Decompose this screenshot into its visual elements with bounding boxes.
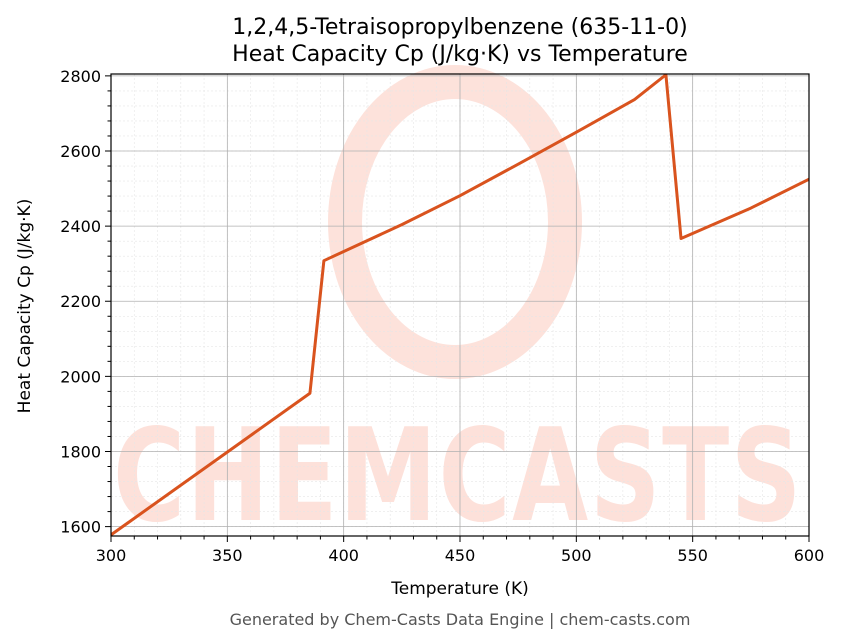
series-layer [111,74,809,536]
x-tick-label: 450 [445,546,476,565]
x-tick-label: 550 [677,546,708,565]
footer-credit: Generated by Chem-Casts Data Engine | ch… [230,610,691,629]
y-axis-label: Heat Capacity Cp (J/kg·K) [15,199,35,414]
x-axis: 300 350 400 450 500 550 600 [96,536,825,565]
x-tick-label: 600 [794,546,825,565]
y-tick-label: 1600 [60,518,101,537]
y-tick-label: 2000 [60,367,101,386]
grid [110,74,810,536]
x-tick-label: 300 [96,546,127,565]
watermark-ring [328,65,582,379]
x-tick-label: 500 [561,546,592,565]
y-tick-label: 2800 [60,67,101,86]
y-tick-label: 2600 [60,142,101,161]
chart-subtitle: Heat Capacity Cp (J/kg·K) vs Temperature [232,42,688,67]
y-tick-label: 2400 [60,217,101,236]
y-tick-label: 1800 [60,442,101,461]
x-tick-label: 400 [328,546,359,565]
y-tick-label: 2200 [60,292,101,311]
chart-title: 1,2,4,5-Tetraisopropylbenzene (635-11-0) [232,15,687,40]
series-line [111,74,809,536]
x-tick-label: 350 [212,546,243,565]
x-axis-label: Temperature (K) [390,579,529,599]
watermark-text: CHEMCASTS [113,402,803,551]
y-axis: 1600 1800 2000 2200 2400 2600 2800 [60,67,111,537]
